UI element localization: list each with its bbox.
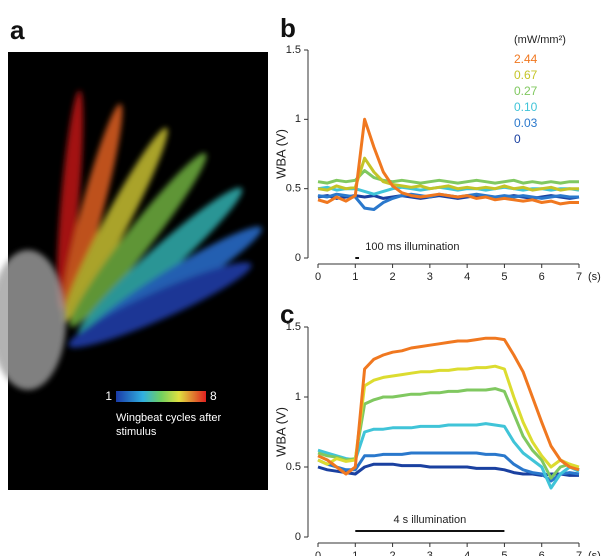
legend-entry: 0.27 (514, 84, 538, 98)
annotation: 100 ms illumination (365, 241, 459, 253)
x-tick-label: 0 (315, 271, 321, 283)
legend-entry: 2.44 (514, 52, 538, 66)
illumination-bar (355, 530, 505, 532)
x-tick-label: 1 (352, 550, 358, 556)
panel-label: c (280, 299, 294, 329)
y-tick-label: 1.5 (286, 321, 301, 333)
trace (317, 451, 580, 483)
y-axis-label: WBA (V) (273, 129, 288, 179)
annotation: 4 s illumination (393, 514, 466, 526)
colorbar-min: 1 (105, 389, 112, 403)
colorbar-max: 8 (210, 389, 217, 403)
x-tick-label: 2 (390, 271, 396, 283)
x-tick-label: 5 (501, 271, 507, 283)
legend-entry: 0 (514, 132, 521, 146)
x-tick-label: 5 (501, 550, 507, 556)
trace (317, 169, 579, 185)
trace (317, 156, 579, 192)
trace (317, 336, 580, 476)
x-tick-label: 6 (539, 550, 545, 556)
panel-label: a (10, 15, 25, 45)
x-tick-label: 1 (352, 271, 358, 283)
x-tick-label: 3 (427, 550, 433, 556)
trace (317, 422, 580, 490)
y-tick-label: 0.5 (286, 461, 301, 473)
colorbar (116, 391, 206, 402)
y-tick-label: 0 (295, 252, 301, 264)
y-axis-label: WBA (V) (273, 407, 288, 457)
y-tick-label: 1 (295, 391, 301, 403)
y-tick-label: 0 (295, 531, 301, 543)
panel-label: b (280, 13, 296, 43)
trace (317, 117, 579, 206)
x-tick-label: 4 (464, 271, 470, 283)
y-tick-label: 0.5 (286, 183, 301, 195)
fly-body (0, 250, 66, 390)
wing-traces (56, 90, 262, 348)
legend-entry: 0.67 (514, 68, 538, 82)
x-axis-label: (s) (588, 550, 601, 556)
legend-entry: 0.10 (514, 100, 538, 114)
x-axis-label: (s) (588, 271, 601, 283)
x-tick-label: 7 (576, 271, 582, 283)
legend-title: (mW/mm²) (514, 34, 566, 46)
illumination-bar (355, 257, 360, 259)
x-tick-label: 0 (315, 550, 321, 556)
x-tick-label: 2 (390, 550, 396, 556)
y-tick-label: 1 (295, 113, 301, 125)
x-tick-label: 6 (539, 271, 545, 283)
x-tick-label: 4 (464, 550, 470, 556)
x-tick-label: 7 (576, 550, 582, 556)
legend-entry: 0.03 (514, 116, 538, 130)
caption: Wingbeat cycles after (116, 412, 221, 424)
y-tick-label: 1.5 (286, 44, 301, 56)
caption: stimulus (116, 426, 157, 438)
x-tick-label: 3 (427, 271, 433, 283)
